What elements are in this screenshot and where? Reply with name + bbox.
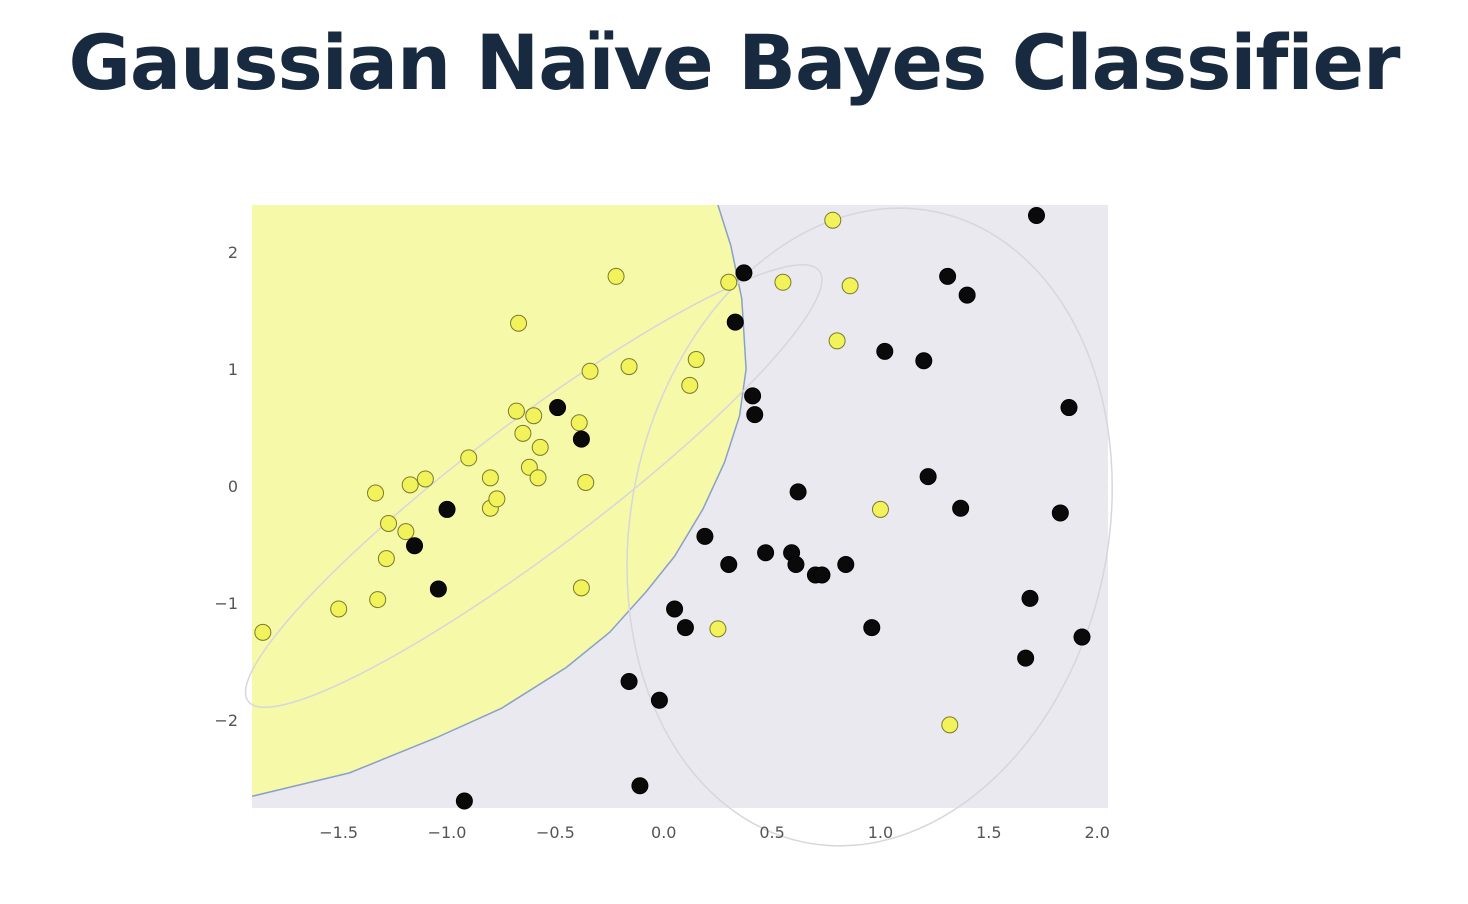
data-point-class-0 [1060, 399, 1078, 417]
data-point-class-0 [620, 673, 638, 691]
data-point-class-1 [380, 514, 398, 532]
data-point-class-0 [631, 777, 649, 795]
data-point-class-0 [863, 619, 881, 637]
data-points [254, 207, 1091, 810]
data-point-class-1 [577, 473, 595, 491]
data-point-class-1 [824, 211, 842, 229]
plot-area [244, 205, 1113, 847]
data-point-class-1 [607, 267, 625, 285]
data-point-class-1 [514, 424, 532, 442]
data-point-class-0 [666, 600, 684, 618]
data-point-class-1 [507, 402, 525, 420]
x-tick-label: 0.0 [651, 823, 676, 842]
data-point-class-1 [720, 273, 738, 291]
data-point-class-1 [828, 332, 846, 350]
data-point-class-0 [939, 267, 957, 285]
data-point-class-0 [789, 483, 807, 501]
data-point-class-0 [919, 468, 937, 486]
data-point-class-0 [1017, 649, 1035, 667]
data-point-class-0 [696, 527, 714, 545]
data-point-class-0 [720, 555, 738, 573]
y-tick-label: 2 [228, 243, 238, 262]
data-point-class-1 [709, 620, 727, 638]
class-1-ellipse [244, 264, 823, 709]
data-point-class-0 [958, 286, 976, 304]
data-point-class-0 [438, 500, 456, 518]
data-point-class-1 [460, 449, 478, 467]
x-tick-label: 0.5 [759, 823, 784, 842]
data-point-class-0 [549, 399, 567, 417]
data-point-class-1 [570, 414, 588, 432]
data-point-class-1 [941, 716, 959, 734]
data-point-class-0 [455, 792, 473, 810]
data-point-class-0 [735, 264, 753, 282]
data-point-class-1 [871, 500, 889, 518]
x-tick-label: 1.5 [976, 823, 1001, 842]
y-tick-label: −1 [214, 594, 238, 613]
data-point-class-0 [757, 544, 775, 562]
data-point-class-0 [837, 555, 855, 573]
data-point-class-1 [525, 407, 543, 425]
data-point-class-1 [581, 362, 599, 380]
data-point-class-0 [746, 406, 764, 424]
data-point-class-1 [369, 591, 387, 609]
data-point-class-1 [529, 469, 547, 487]
x-axis-ticks: −1.5 −1.0 −0.5 0.0 0.5 1.0 1.5 2.0 [319, 823, 1110, 842]
data-point-class-0 [572, 430, 590, 448]
x-tick-label: 2.0 [1084, 823, 1109, 842]
data-point-class-1 [531, 438, 549, 456]
data-point-class-0 [406, 537, 424, 555]
data-point-class-0 [676, 619, 694, 637]
data-point-class-1 [377, 550, 395, 568]
data-point-class-0 [787, 555, 805, 573]
data-point-class-1 [774, 273, 792, 291]
x-tick-label: 1.0 [868, 823, 893, 842]
data-point-class-1 [397, 523, 415, 541]
data-point-class-0 [429, 580, 447, 598]
y-tick-label: 0 [228, 477, 238, 496]
data-point-class-1 [510, 314, 528, 332]
x-tick-label: −1.0 [428, 823, 467, 842]
data-point-class-0 [876, 342, 894, 360]
data-point-class-1 [687, 351, 705, 369]
x-tick-label: −1.5 [319, 823, 358, 842]
data-point-class-1 [416, 470, 434, 488]
data-point-class-1 [481, 469, 499, 487]
data-point-class-0 [1073, 628, 1091, 646]
data-point-class-0 [1051, 504, 1069, 522]
data-point-class-0 [744, 387, 762, 405]
data-point-class-0 [813, 566, 831, 584]
class-ellipses [244, 207, 1113, 847]
class-0-ellipse [626, 207, 1113, 847]
data-point-class-0 [726, 313, 744, 331]
data-point-class-1 [681, 376, 699, 394]
data-point-class-1 [330, 600, 348, 618]
data-point-class-1 [254, 623, 272, 641]
data-point-class-1 [620, 358, 638, 376]
data-point-class-1 [488, 490, 506, 508]
slide-title: Gaussian Naïve Bayes Classifier [68, 18, 1400, 107]
data-point-class-1 [572, 579, 590, 597]
x-tick-label: −0.5 [536, 823, 575, 842]
y-tick-label: 1 [228, 360, 238, 379]
data-point-class-0 [650, 691, 668, 709]
data-point-class-0 [952, 499, 970, 517]
data-point-class-0 [915, 352, 933, 370]
y-tick-label: −2 [214, 711, 238, 730]
data-point-class-1 [841, 277, 859, 295]
y-axis-ticks: 2 1 0 −1 −2 [214, 243, 238, 730]
data-point-class-0 [1027, 207, 1045, 225]
data-point-class-0 [1021, 589, 1039, 607]
data-point-class-1 [401, 476, 419, 494]
data-point-class-1 [367, 484, 385, 502]
